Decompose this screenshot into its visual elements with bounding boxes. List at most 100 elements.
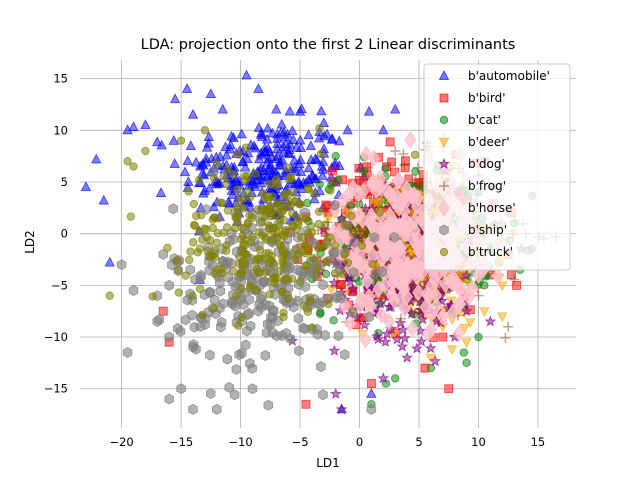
- data-point: [209, 304, 219, 313]
- data-point: [263, 143, 274, 153]
- data-point: [140, 119, 151, 130]
- data-point: [316, 105, 327, 116]
- data-point: [261, 133, 273, 144]
- data-point: [338, 270, 348, 279]
- data-point: [205, 88, 217, 99]
- data-point: [185, 255, 194, 265]
- data-point: [284, 148, 295, 159]
- data-point: [458, 272, 469, 283]
- data-point: [397, 190, 410, 209]
- data-point: [152, 316, 163, 327]
- data-point: [212, 159, 222, 168]
- data-point: [231, 364, 242, 376]
- data-point: [365, 207, 378, 225]
- data-point: [156, 139, 167, 150]
- data-point: [234, 321, 243, 330]
- data-point: [415, 335, 428, 347]
- data-point: [297, 233, 306, 242]
- data-point: [203, 131, 214, 141]
- data-point: [272, 175, 281, 185]
- data-point: [318, 389, 328, 401]
- data-point: [278, 206, 288, 215]
- data-point: [200, 126, 210, 135]
- data-point: [317, 170, 328, 180]
- data-point: [409, 308, 420, 319]
- data-point: [382, 312, 395, 330]
- data-point: [272, 138, 283, 148]
- data-point: [307, 323, 317, 332]
- legend-label: b'horse': [468, 201, 516, 215]
- data-point: [347, 307, 358, 318]
- data-point: [288, 222, 298, 231]
- data-point: [212, 403, 222, 415]
- data-point: [211, 178, 222, 189]
- data-point: [240, 171, 249, 181]
- data-point: [316, 309, 325, 318]
- data-point: [362, 162, 373, 173]
- data-point: [155, 187, 167, 197]
- data-point: [129, 162, 138, 171]
- data-point: [195, 321, 206, 333]
- data-point: [359, 331, 372, 349]
- legend-label: b'cat': [468, 113, 501, 127]
- data-point: [225, 139, 236, 150]
- data-point: [332, 258, 343, 270]
- axis-ticks: −20 −15 −10 −5 0 5 10 15 −15 −10 −5 0 5 10 15: [44, 72, 546, 449]
- data-point: [191, 343, 201, 355]
- data-point: [234, 196, 244, 205]
- data-point: [398, 202, 411, 221]
- data-point: [241, 250, 250, 259]
- data-point: [280, 227, 290, 236]
- legend-marker: [438, 138, 450, 148]
- data-point: [247, 383, 258, 395]
- data-point: [239, 240, 248, 250]
- data-point: [260, 350, 271, 361]
- series-8: [105, 124, 420, 332]
- data-point: [344, 314, 357, 333]
- data-point: [412, 283, 425, 302]
- data-point: [116, 259, 127, 271]
- data-point: [366, 388, 377, 398]
- y-tick-label: 10: [53, 123, 68, 137]
- data-point: [227, 178, 239, 189]
- data-point: [192, 211, 201, 221]
- data-point: [328, 166, 337, 176]
- data-point: [188, 403, 198, 415]
- data-point: [185, 140, 197, 151]
- data-point: [251, 169, 260, 178]
- data-point: [426, 363, 436, 373]
- data-point: [340, 220, 349, 230]
- data-point: [452, 276, 465, 294]
- data-point: [80, 181, 92, 192]
- data-point: [169, 93, 181, 104]
- data-point: [342, 124, 353, 135]
- data-point: [223, 206, 233, 215]
- chart-title: LDA: projection onto the first 2 Linear …: [141, 37, 516, 53]
- data-point: [248, 140, 260, 151]
- data-point: [314, 219, 323, 229]
- data-point: [361, 272, 374, 290]
- data-point: [206, 388, 216, 400]
- data-point: [126, 212, 135, 221]
- data-point: [315, 124, 324, 133]
- data-point: [295, 142, 307, 153]
- data-point: [217, 269, 227, 278]
- data-point: [182, 155, 193, 166]
- data-point: [317, 163, 329, 174]
- data-point: [223, 165, 232, 174]
- data-point: [229, 389, 240, 401]
- data-point: [329, 199, 340, 211]
- data-point: [128, 121, 139, 132]
- data-point: [294, 345, 304, 357]
- data-point: [175, 325, 186, 337]
- data-point: [266, 211, 276, 221]
- data-point: [304, 229, 313, 238]
- data-point: [301, 214, 310, 223]
- data-point: [241, 143, 251, 152]
- data-point: [181, 271, 190, 280]
- data-point: [397, 323, 409, 335]
- data-point: [335, 403, 348, 415]
- data-point: [128, 285, 139, 296]
- data-point: [195, 244, 205, 253]
- data-point: [222, 223, 232, 232]
